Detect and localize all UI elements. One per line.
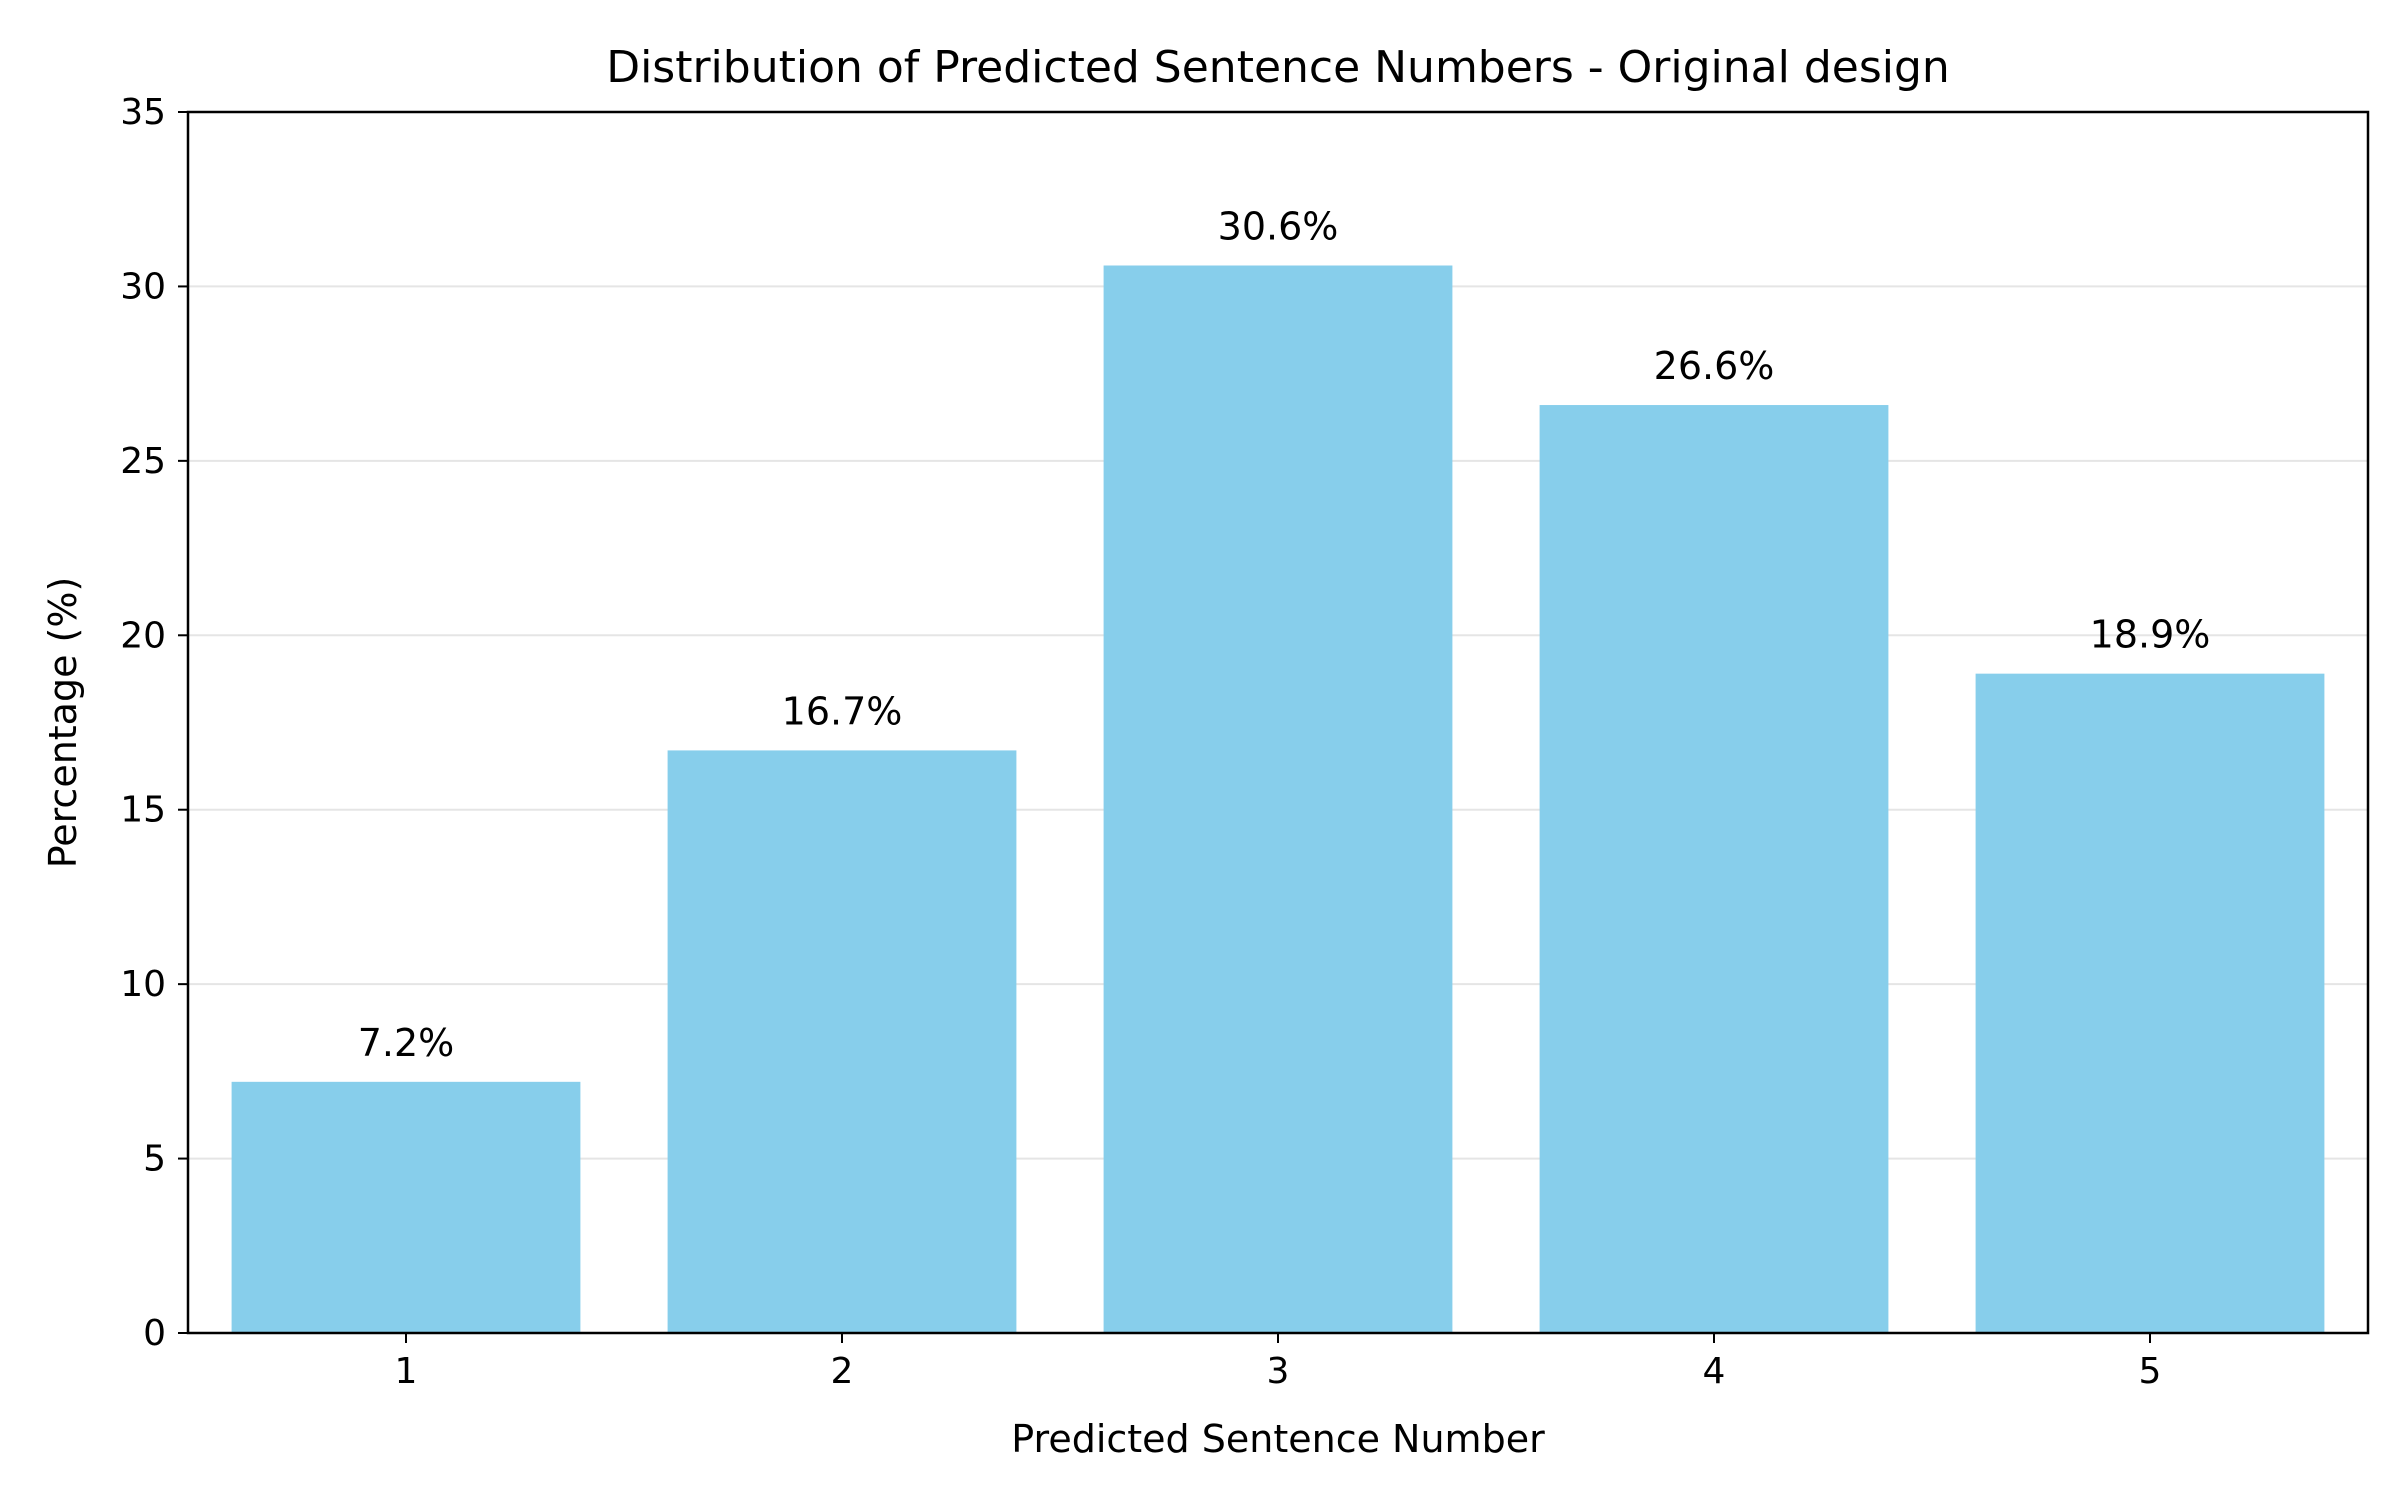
y-tick-label: 25 — [120, 441, 166, 482]
x-axis-label: Predicted Sentence Number — [1011, 1417, 1545, 1461]
y-tick-label: 5 — [143, 1139, 166, 1180]
y-axis-ticks: 0 5 10 15 20 25 30 35 — [120, 92, 188, 1354]
data-labels: 7.2% 16.7% 30.6% 26.6% 18.9% — [358, 204, 2211, 1064]
bar-3 — [1103, 265, 1453, 1334]
x-tick-label: 4 — [1703, 1351, 1726, 1392]
data-label: 26.6% — [1654, 344, 1775, 388]
y-tick-label: 10 — [120, 964, 166, 1005]
x-axis-ticks: 1 2 3 4 5 — [395, 1333, 2162, 1392]
data-label: 7.2% — [358, 1021, 455, 1065]
data-label: 16.7% — [782, 689, 903, 733]
bars — [231, 265, 2325, 1334]
x-tick-label: 3 — [1267, 1351, 1290, 1392]
bar-4 — [1539, 405, 1889, 1333]
chart-title: Distribution of Predicted Sentence Numbe… — [606, 42, 1950, 93]
data-label: 18.9% — [2090, 613, 2211, 657]
x-tick-label: 5 — [2139, 1351, 2162, 1392]
y-tick-label: 30 — [120, 266, 166, 307]
y-tick-label: 35 — [120, 92, 166, 133]
x-tick-label: 1 — [395, 1351, 418, 1392]
y-axis-label: Percentage (%) — [41, 577, 85, 869]
bar-2 — [667, 750, 1017, 1333]
y-tick-label: 20 — [120, 615, 166, 656]
x-tick-label: 2 — [831, 1351, 854, 1392]
y-tick-label: 0 — [143, 1313, 166, 1354]
bar-1 — [231, 1081, 581, 1333]
bar-5 — [1975, 673, 2325, 1333]
data-label: 30.6% — [1218, 204, 1339, 248]
y-tick-label: 15 — [120, 790, 166, 831]
